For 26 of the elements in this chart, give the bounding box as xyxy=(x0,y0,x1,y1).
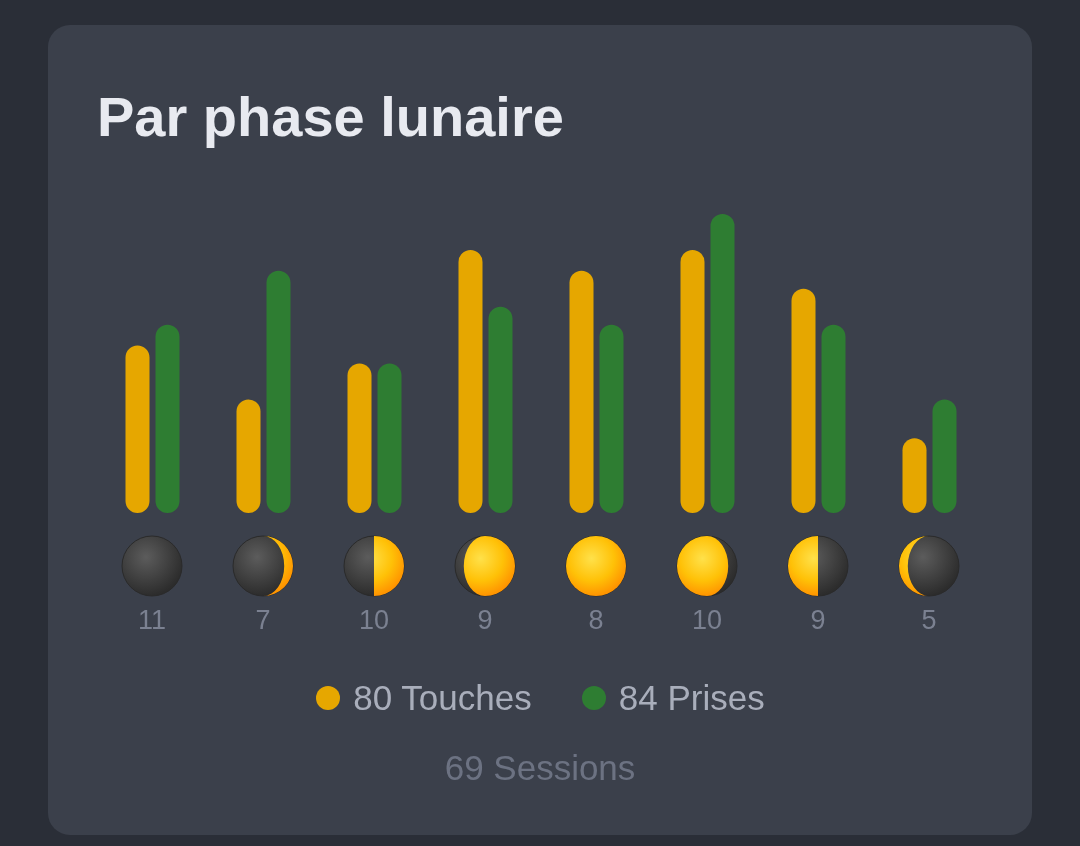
x-tick-label: 11 xyxy=(137,605,167,635)
x-tick-label: 9 xyxy=(477,605,493,635)
bar xyxy=(377,363,402,513)
bar xyxy=(155,324,180,513)
bar xyxy=(821,324,846,513)
bar xyxy=(569,270,594,513)
x-tick-label: 10 xyxy=(358,605,390,635)
bar xyxy=(236,399,261,513)
bar xyxy=(488,306,513,513)
chart-title: Par phase lunaire xyxy=(97,84,564,150)
legend-label: 84 Prises xyxy=(618,678,765,718)
bar xyxy=(347,363,372,513)
legend-label: 80 Touches xyxy=(353,678,532,718)
bar xyxy=(680,249,705,513)
bar xyxy=(266,270,291,513)
bar xyxy=(791,288,816,513)
bar xyxy=(599,324,624,513)
x-tick-label: 7 xyxy=(255,605,271,635)
bar xyxy=(710,214,735,513)
bar xyxy=(125,345,150,513)
x-tick-label: 9 xyxy=(810,605,826,635)
x-tick-label: 10 xyxy=(691,605,723,635)
bar xyxy=(932,399,957,513)
x-tick-label: 8 xyxy=(588,605,604,635)
x-tick-label: 5 xyxy=(921,605,937,635)
bar xyxy=(458,249,483,513)
